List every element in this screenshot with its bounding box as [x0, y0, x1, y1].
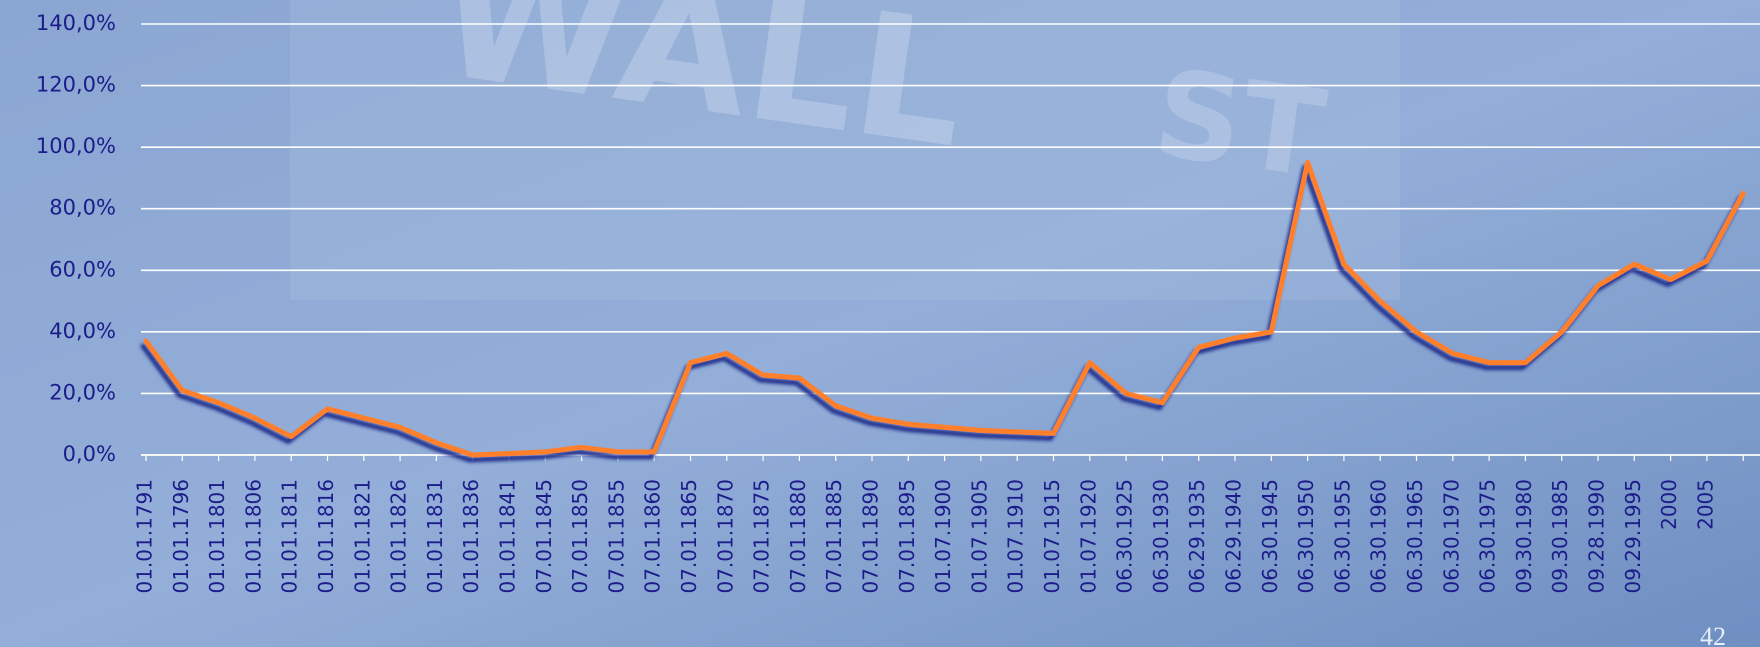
- x-tick-label: 09.30.1980: [1512, 479, 1536, 594]
- x-tick-label: 06.30.1975: [1476, 479, 1500, 594]
- x-tick-label: 01.01.1816: [314, 479, 338, 594]
- x-tick-label: 01.01.1796: [169, 479, 193, 594]
- x-tick-label: 07.01.1855: [604, 479, 628, 594]
- x-tick-label: 2005: [1693, 479, 1717, 530]
- x-tick-label: 07.01.1895: [895, 479, 919, 594]
- y-tick-label: 80,0%: [49, 196, 116, 220]
- x-tick-label: 06.29.1940: [1222, 479, 1246, 594]
- x-tick-label: 06.30.1930: [1149, 479, 1173, 594]
- x-tick-label: 01.01.1821: [350, 479, 374, 594]
- x-tick-label: 07.01.1880: [786, 479, 810, 594]
- x-tick-label: 06.30.1950: [1294, 479, 1318, 594]
- x-tick-label: 09.29.1995: [1621, 479, 1645, 594]
- x-tick-label: 01.07.1910: [1004, 479, 1028, 594]
- backdrop-art: ST: [1146, 44, 1332, 205]
- x-tick-label: 01.07.1920: [1076, 479, 1100, 594]
- chart: 0,0% 20,0% 40,0% 60,0% 80,0% 100,0% 120,0% 140,…: [36, 11, 1760, 594]
- x-tick-label: 06.30.1925: [1113, 479, 1137, 594]
- y-tick-label: 20,0%: [49, 380, 116, 404]
- y-tick-label: 40,0%: [49, 319, 116, 343]
- y-tick-label: 60,0%: [49, 257, 116, 281]
- x-tick-label: 01.07.1900: [931, 479, 955, 594]
- x-tick-label: 01.01.1791: [133, 479, 157, 594]
- x-tick-label: 07.01.1865: [677, 479, 701, 594]
- x-tick-label: 07.01.1860: [641, 479, 665, 594]
- x-tick-label: 07.01.1875: [750, 479, 774, 594]
- data-line: [143, 160, 1746, 458]
- x-tick-label: 01.01.1806: [241, 479, 265, 594]
- x-tick-label: 06.30.1960: [1367, 479, 1391, 594]
- x-tick-label: 06.30.1945: [1258, 479, 1282, 594]
- x-tick-label: 07.01.1845: [532, 479, 556, 594]
- x-tick-label: 01.01.1841: [496, 479, 520, 594]
- x-tick-label: 01.01.1831: [423, 479, 447, 594]
- x-tick-label: 09.28.1990: [1585, 479, 1609, 594]
- x-tick-label: 01.01.1826: [387, 479, 411, 594]
- x-tick-label: 07.01.1870: [713, 479, 737, 594]
- x-tick-label: 2000: [1657, 479, 1681, 530]
- x-tick-label: 01.01.1836: [459, 479, 483, 594]
- photo-backdrop: [290, 0, 1400, 300]
- x-tick-label: 06.30.1970: [1439, 479, 1463, 594]
- x-tick-label: 01.01.1801: [205, 479, 229, 594]
- y-tick-label: 120,0%: [36, 73, 116, 97]
- x-tick-label: 01.07.1915: [1040, 479, 1064, 594]
- x-tick-label: 07.01.1890: [859, 479, 883, 594]
- y-tick-label: 0,0%: [63, 442, 116, 466]
- page-number: 42: [1700, 622, 1726, 647]
- x-tick-label: 01.01.1811: [278, 479, 302, 594]
- y-tick-label: 100,0%: [36, 134, 116, 158]
- x-tick-label: 01.07.1905: [967, 479, 991, 594]
- x-tick-label: 06.29.1935: [1185, 479, 1209, 594]
- x-tick-label: 06.30.1965: [1403, 479, 1427, 594]
- x-tick-label: 09.30.1985: [1548, 479, 1572, 594]
- y-tick-label: 140,0%: [36, 11, 116, 35]
- x-tick-label: 06.30.1955: [1330, 479, 1354, 594]
- x-tick-label: 07.01.1850: [568, 479, 592, 594]
- x-tick-label: 07.01.1885: [822, 479, 846, 594]
